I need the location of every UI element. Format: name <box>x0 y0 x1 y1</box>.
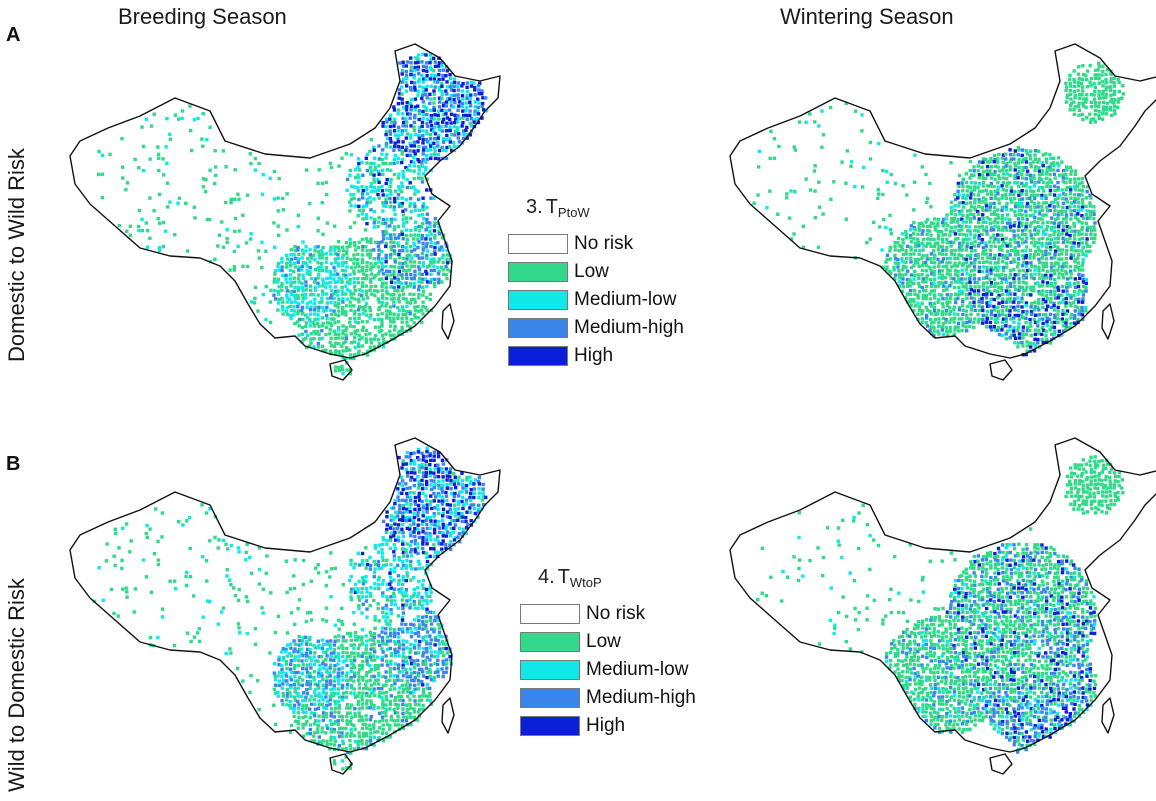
risk-cells <box>96 52 489 376</box>
column-title-breeding: Breeding Season <box>118 4 287 29</box>
island-border-taiwan <box>441 697 455 734</box>
risk-cells <box>752 61 1126 357</box>
country-border <box>69 43 501 359</box>
column-title-wintering: Wintering Season <box>780 4 954 29</box>
swatch-medium-high <box>520 688 580 708</box>
island-border-taiwan <box>1101 303 1115 340</box>
legend-title: 3. TPtoW <box>526 196 590 220</box>
row-label-wild-to-domestic: Wild to Domestic Risk <box>4 578 29 792</box>
island-border-taiwan <box>441 303 455 340</box>
risk-cells <box>92 446 488 771</box>
legend-ptow: 3. TPtoW No risk Low Medium-low Medium-hi… <box>508 196 708 376</box>
panel-letter-a: A <box>6 24 21 46</box>
island-border-hainan <box>989 753 1013 775</box>
swatch-high <box>520 716 580 736</box>
swatch-no-risk <box>508 234 568 254</box>
swatch-high <box>508 346 568 366</box>
legend-wtop: 4. TWtoP No risk Low Medium-low Medium-hi… <box>520 566 720 746</box>
map-breeding-wild-to-domestic <box>69 437 501 775</box>
swatch-no-risk <box>520 604 580 624</box>
swatch-medium-low <box>520 660 580 680</box>
swatch-medium-low <box>508 290 568 310</box>
panel-letter-b: B <box>6 453 21 475</box>
swatch-low <box>508 262 568 282</box>
island-border-hainan <box>329 359 353 381</box>
island-border-taiwan <box>1101 697 1115 734</box>
island-border-hainan <box>989 359 1013 381</box>
swatch-medium-high <box>508 318 568 338</box>
island-border-hainan <box>329 753 353 775</box>
country-border <box>729 437 1156 753</box>
country-border <box>69 437 501 753</box>
country-border <box>729 43 1156 359</box>
map-breeding-domestic-to-wild <box>69 43 501 381</box>
map-wintering-wild-to-domestic <box>729 437 1156 775</box>
row-label-domestic-to-wild: Domestic to Wild Risk <box>4 148 29 362</box>
swatch-low <box>520 632 580 652</box>
legend-title: 4. TWtoP <box>538 566 602 590</box>
map-wintering-domestic-to-wild <box>729 43 1156 381</box>
risk-cells <box>756 455 1125 754</box>
